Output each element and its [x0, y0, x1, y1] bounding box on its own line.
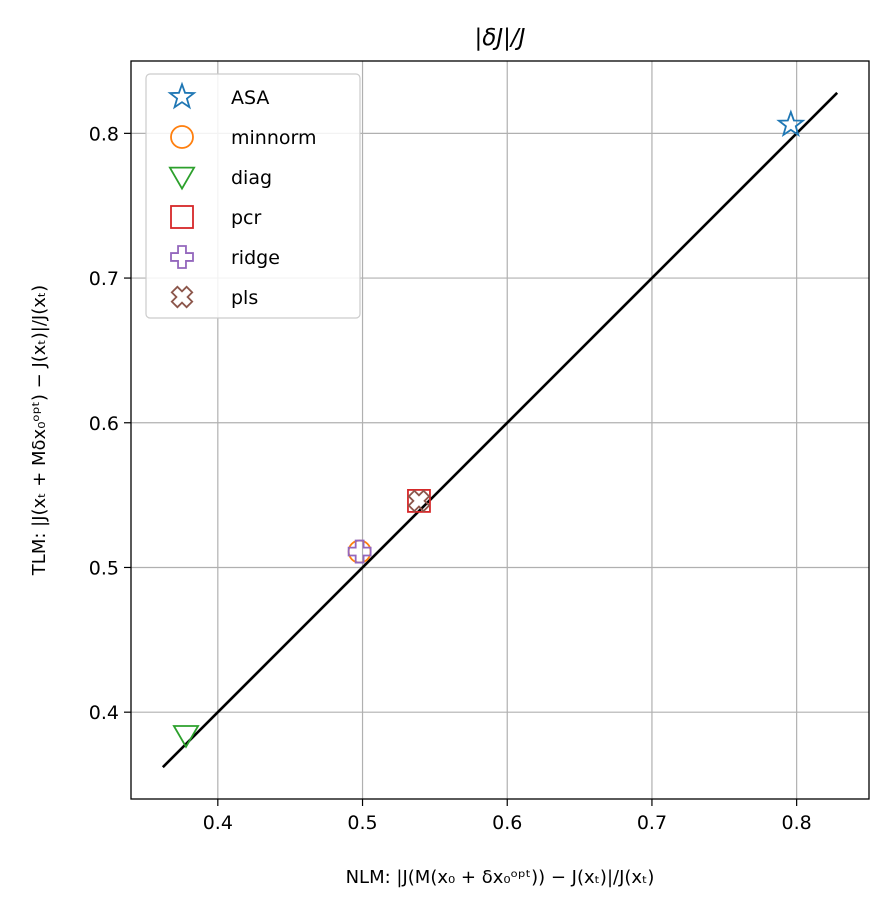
- x-tick-label: 0.6: [492, 812, 522, 834]
- point-ASA: [776, 109, 806, 138]
- chart-title: |δJ|/J: [475, 25, 526, 51]
- legend-entry-pcr: pcr: [170, 205, 262, 229]
- y-tick-label: 0.8: [89, 123, 119, 145]
- x-tick-label: 0.5: [347, 812, 377, 834]
- legend-entry-pls: pls: [170, 285, 258, 309]
- legend: ASA minnorm diag pcr ridge pls: [145, 73, 361, 319]
- legend-marker-diag: [168, 166, 196, 191]
- y-axis-label: TLM: |J(xₜ + Mδx₀ᵒᵖᵗ) − J(xₜ)|/J(xₜ): [29, 285, 50, 576]
- x-tick-label: 0.8: [782, 812, 812, 834]
- legend-label: ASA: [231, 87, 269, 109]
- y-tick-label: 0.4: [89, 702, 119, 724]
- y-tick-label: 0.6: [89, 413, 119, 435]
- legend-label: pls: [231, 287, 258, 309]
- legend-box: [145, 73, 361, 319]
- legend-marker-ASA: [167, 81, 197, 110]
- x-tick-label: 0.4: [203, 812, 233, 834]
- legend-entry-ASA: ASA: [167, 81, 269, 110]
- grid: [131, 61, 869, 799]
- legend-marker-minnorm: [170, 125, 194, 149]
- x-tick-label: 0.7: [637, 812, 667, 834]
- plot-area-frame: [130, 60, 870, 800]
- legend-entry-ridge: ridge: [170, 245, 280, 269]
- legend-marker-pcr: [170, 205, 194, 229]
- point-pls: [407, 489, 431, 513]
- y-tick-label: 0.5: [89, 557, 119, 579]
- identity-line: [161, 91, 839, 769]
- legend-label: diag: [231, 167, 272, 189]
- point-diag: [172, 725, 200, 749]
- legend-label: minnorm: [231, 127, 316, 149]
- point-ridge: [347, 539, 372, 564]
- reference-line-layer: [161, 91, 839, 769]
- point-minnorm: [347, 539, 372, 564]
- legend-entry-diag: diag: [168, 166, 272, 191]
- x-axis-label: NLM: |J(M(x₀ + δx₀ᵒᵖᵗ)) − J(xₜ)|/J(xₜ): [346, 867, 655, 888]
- legend-marker-ridge: [170, 245, 194, 269]
- data-points: [172, 109, 806, 749]
- axis-ticks: 0.4 0.5 0.6 0.7 0.8 0.4 0.5 0.6 0.7 0.8: [89, 123, 812, 834]
- y-tick-label: 0.7: [89, 268, 119, 290]
- point-pcr: [407, 489, 431, 513]
- legend-label: ridge: [231, 247, 280, 269]
- legend-marker-pls: [170, 285, 194, 309]
- legend-entry-minnorm: minnorm: [170, 125, 316, 149]
- legend-label: pcr: [231, 207, 262, 229]
